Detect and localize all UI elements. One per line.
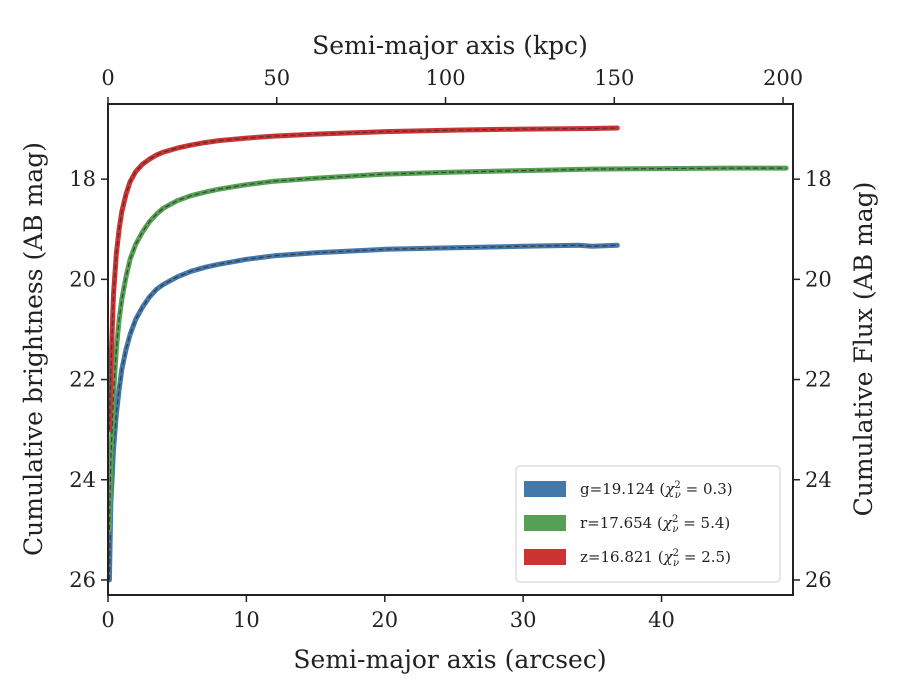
legend-swatch (524, 549, 566, 565)
y-tick-label-left: 24 (69, 468, 96, 492)
x-tick-label-bottom: 30 (510, 608, 537, 632)
series-model-line-2 (108, 127, 618, 430)
y-tick-label-left: 20 (69, 267, 96, 291)
x-axis-label-bottom: Semi-major axis (arcsec) (293, 645, 606, 674)
axis-ticks: 0 10 20 30 40 0 50 100 150 200 18 18 20 20 22 22 24 24 26 2… (69, 66, 831, 632)
x-tick-label-top: 150 (594, 66, 634, 90)
legend-swatch (524, 515, 566, 531)
y-tick-label-right: 20 (805, 267, 832, 291)
y-axis-label-left: Cumulative brightness (AB mag) (19, 142, 48, 556)
y-tick-label-right: 26 (805, 568, 832, 592)
x-tick-label-bottom: 10 (233, 608, 260, 632)
x-tick-label-bottom: 20 (371, 608, 398, 632)
x-tick-label-bottom: 40 (648, 608, 675, 632)
x-tick-label-bottom: 0 (101, 608, 114, 632)
series-lines (106, 125, 789, 583)
x-tick-label-top: 0 (101, 66, 114, 90)
y-tick-label-right: 22 (805, 368, 832, 392)
y-tick-label-right: 24 (805, 468, 832, 492)
series-model-line-1 (108, 167, 787, 530)
legend-swatch (524, 481, 566, 497)
legend-label: g=19.124 (χ2 ν = 0.3) (580, 480, 733, 501)
series-model-line-0 (108, 244, 618, 581)
plot-frame (107, 103, 794, 596)
y-tick-label-left: 26 (69, 568, 96, 592)
y-tick-label-right: 18 (805, 167, 832, 191)
x-tick-label-top: 50 (263, 66, 290, 90)
legend: g=19.124 (χ2 ν = 0.3) r=17.654 (χ2 ν = 5.4)… (515, 465, 781, 583)
legend-box (515, 465, 781, 583)
x-tick-label-top: 100 (425, 66, 465, 90)
legend-label: r=17.654 (χ2 ν = 5.4) (580, 514, 730, 535)
x-axis-label-top: Semi-major axis (kpc) (312, 31, 588, 60)
y-tick-label-left: 22 (69, 368, 96, 392)
y-axis-label-right: Cumulative Flux (AB mag) (849, 182, 878, 517)
y-tick-label-left: 18 (69, 167, 96, 191)
legend-label: z=16.821 (χ2 ν = 2.5) (580, 548, 731, 569)
x-tick-label-top: 200 (763, 66, 803, 90)
